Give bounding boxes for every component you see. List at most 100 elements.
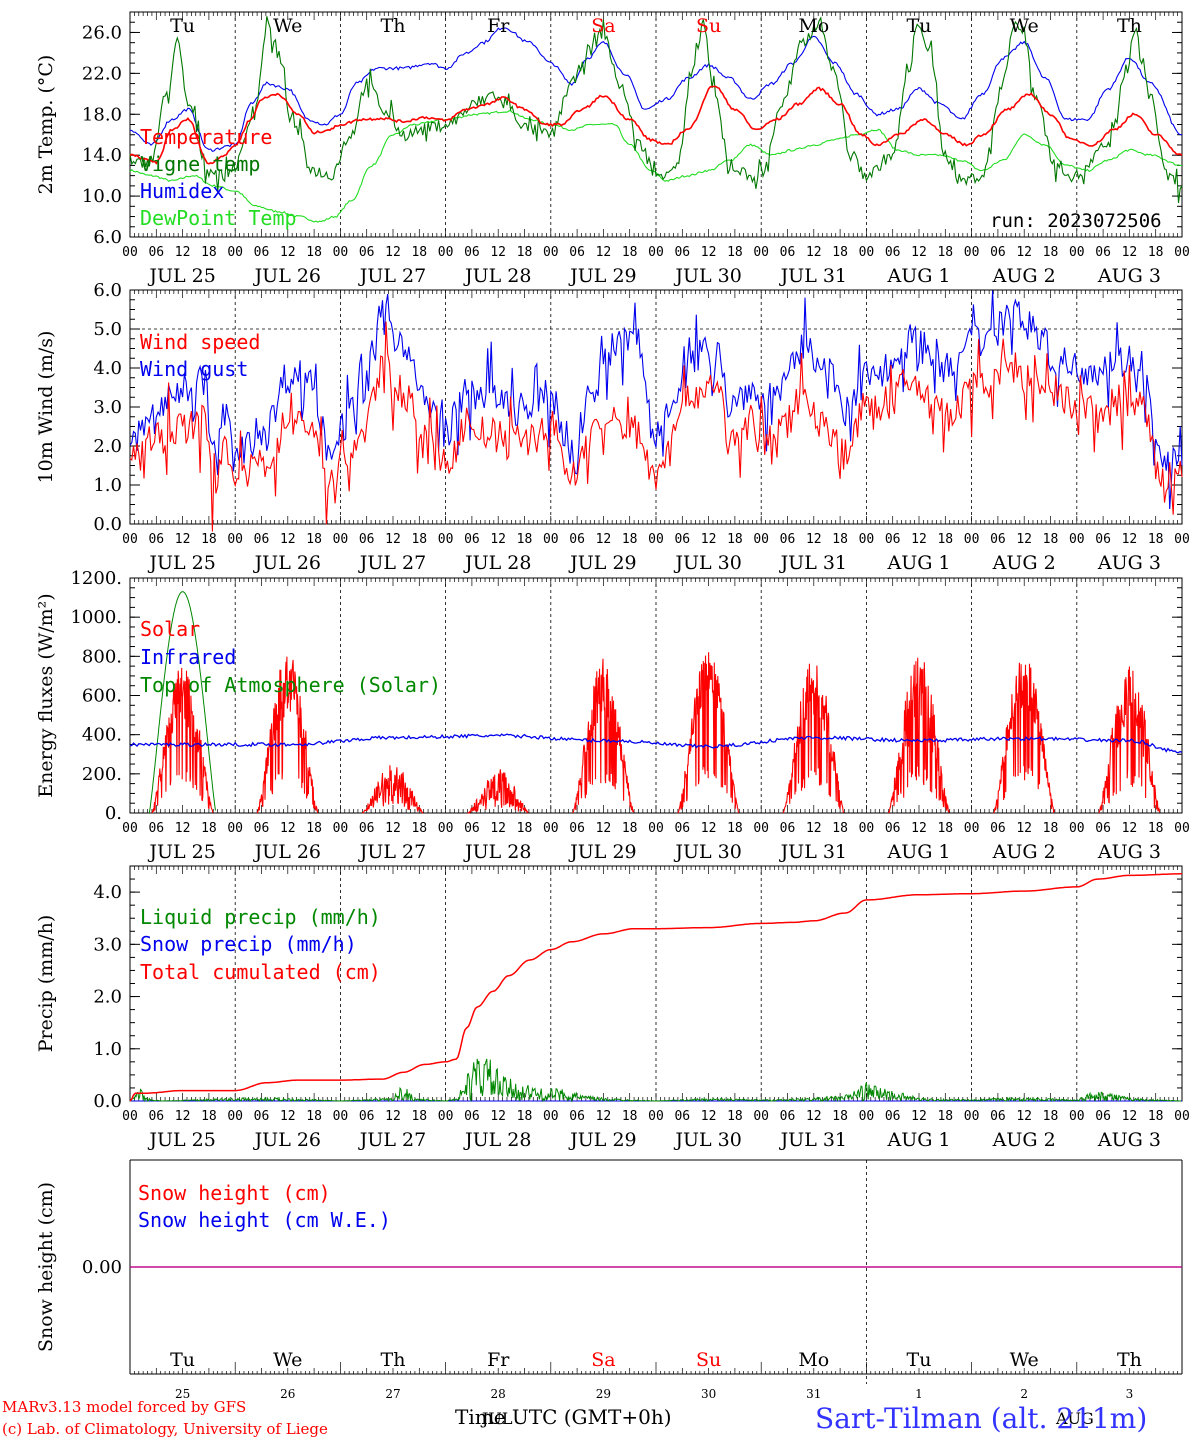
wind-date-label: JUL 28 — [463, 552, 531, 574]
precip-hour-label: 18 — [306, 1109, 322, 1124]
temp-hour-label: 12 — [1122, 245, 1138, 260]
precip-hour-label: 00 — [1069, 1109, 1085, 1124]
day-name-label: Tu — [907, 1349, 932, 1371]
precip-y-axis: 0.0 1.0 2.0 3.0 4.0 Precip (mm/h) — [35, 865, 1182, 1112]
day-name-label: Tu — [170, 15, 195, 37]
energy-hour-label: 12 — [1122, 821, 1138, 836]
temp-hour-label: 00 — [1069, 245, 1085, 260]
energy-hour-label: 00 — [333, 821, 349, 836]
temp-line-humidex — [129, 27, 1183, 153]
temp-hour-label: 18 — [517, 245, 533, 260]
temp-line-vigne-temp — [129, 16, 1183, 203]
temp-legend-entry: Vigne temp — [140, 152, 260, 176]
precip-date-label: JUL 26 — [253, 1129, 321, 1151]
day-name-label: Th — [1117, 15, 1142, 37]
precip-hour-label: 12 — [806, 1109, 822, 1124]
precip-date-label: JUL 31 — [779, 1129, 847, 1151]
wind-hour-label: 12 — [596, 532, 612, 547]
energy-hour-label: 00 — [1174, 821, 1190, 836]
precip-legend-entry: Liquid precip (mm/h) — [140, 905, 381, 929]
energy-hour-label: 06 — [464, 821, 480, 836]
temp-y-tick-label: 22.0 — [82, 63, 122, 84]
energy-hour-label: 18 — [201, 821, 217, 836]
energy-hour-label: 18 — [727, 821, 743, 836]
snow-y-tick-label: 0.00 — [82, 1257, 122, 1278]
energy-hour-label: 18 — [1043, 821, 1059, 836]
wind-hour-label: 00 — [1174, 532, 1190, 547]
wind-hour-label: 00 — [227, 532, 243, 547]
day-number-label: 27 — [385, 1387, 400, 1401]
energy-hour-label: 12 — [1016, 821, 1032, 836]
temp-hour-label: 06 — [254, 245, 270, 260]
energy-line-solar — [151, 652, 1161, 814]
wind-date-label: JUL 31 — [779, 552, 847, 574]
temp-y-tick-label: 18.0 — [82, 104, 122, 125]
precip-y-tick-label: 0.0 — [93, 1091, 122, 1112]
energy-hour-label: 00 — [227, 821, 243, 836]
precip-hour-label: 00 — [543, 1109, 559, 1124]
temp-hour-label: 18 — [306, 245, 322, 260]
temp-y-axis: 6.0 10.0 14.0 18.0 22.0 26.0 2m Temp. (°C) — [35, 11, 1182, 248]
precip-hour-label: 18 — [1148, 1109, 1164, 1124]
wind-date-label: JUL 29 — [568, 552, 636, 574]
energy-line-infrared — [129, 733, 1183, 754]
precip-hour-label: 00 — [122, 1109, 138, 1124]
precip-hour-label: 06 — [674, 1109, 690, 1124]
wind-hour-label: 06 — [990, 532, 1006, 547]
temp-hour-label: 12 — [175, 245, 191, 260]
precip-hour-label: 12 — [1122, 1109, 1138, 1124]
precip-y-tick-label: 1.0 — [93, 1039, 122, 1060]
temp-hour-label: 00 — [227, 245, 243, 260]
precip-hour-label: 18 — [1043, 1109, 1059, 1124]
energy-hour-label: 00 — [964, 821, 980, 836]
temp-legend-entry: Temperature — [140, 125, 272, 149]
wind-hour-label: 18 — [306, 532, 322, 547]
energy-y-label: Energy fluxes (W/m²) — [35, 593, 57, 797]
temp-hour-label: 12 — [596, 245, 612, 260]
temp-hour-label: 06 — [780, 245, 796, 260]
energy-hour-label: 12 — [911, 821, 927, 836]
temp-date-label: JUL 31 — [779, 265, 847, 287]
wind-hour-label: 18 — [201, 532, 217, 547]
day-number-label: 26 — [280, 1387, 295, 1401]
precip-y-tick-label: 2.0 — [93, 987, 122, 1008]
energy-date-label: AUG 2 — [992, 841, 1056, 863]
time-axis-label: Time UTC (GMT+0h) — [455, 1405, 672, 1429]
wind-date-label: AUG 2 — [992, 552, 1056, 574]
energy-hour-label: 00 — [648, 821, 664, 836]
snow-legend-entry: Snow height (cm W.E.) — [138, 1208, 391, 1232]
temp-day-names: Tu We Th Fr Sa Su Mo Tu We Th — [170, 15, 1142, 37]
energy-hour-label: 06 — [148, 821, 164, 836]
precip-date-label: JUL 30 — [673, 1129, 741, 1151]
energy-date-label: JUL 29 — [568, 841, 636, 863]
temp-hour-label: 18 — [411, 245, 427, 260]
day-number-label: 3 — [1126, 1387, 1134, 1401]
wind-hour-label: 06 — [1095, 532, 1111, 547]
temp-hour-label: 18 — [622, 245, 638, 260]
temp-y-label: 2m Temp. (°C) — [35, 55, 57, 195]
temp-hour-label: 12 — [385, 245, 401, 260]
precip-hour-label: 18 — [622, 1109, 638, 1124]
month-label-jul: JUL — [480, 1409, 513, 1428]
temp-hour-label: 00 — [753, 245, 769, 260]
day-name-label: Th — [381, 15, 406, 37]
day-number-label: 30 — [701, 1387, 716, 1401]
temp-hour-label: 00 — [648, 245, 664, 260]
snow-legend-entry: Snow height (cm) — [138, 1181, 331, 1205]
temp-hour-label: 06 — [674, 245, 690, 260]
wind-hour-label: 06 — [674, 532, 690, 547]
temp-hour-label: 00 — [543, 245, 559, 260]
precip-legend: Liquid precip (mm/h) Snow precip (mm/h) To… — [140, 905, 381, 984]
temp-y-tick-label: 14.0 — [82, 145, 122, 166]
temp-date-label: JUL 29 — [568, 265, 636, 287]
temp-y-tick-label: 10.0 — [82, 186, 122, 207]
temp-date-label: JUL 30 — [673, 265, 741, 287]
day-number-label: 1 — [915, 1387, 923, 1401]
energy-hour-label: 18 — [517, 821, 533, 836]
precip-legend-entry: Snow precip (mm/h) — [140, 932, 357, 956]
temp-series — [129, 16, 1183, 223]
temp-x-labels: 00 06 12 18 JUL 25 00 06 12 18 JUL 26 00 06 12 18 JUL … — [122, 245, 1190, 287]
energy-hour-label: 06 — [674, 821, 690, 836]
wind-legend-entry: Wind gust — [140, 357, 248, 381]
